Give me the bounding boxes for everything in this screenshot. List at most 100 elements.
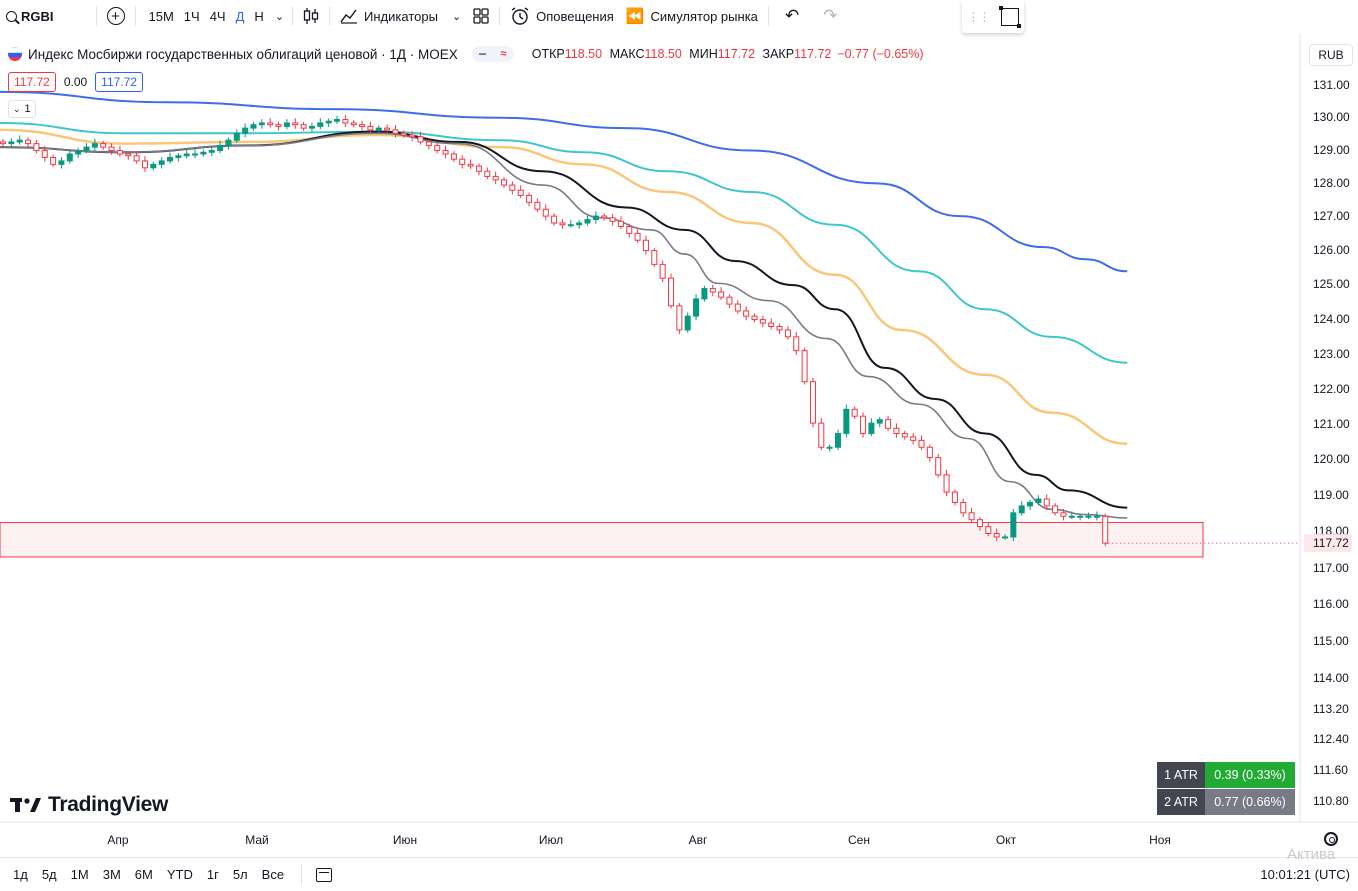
chevron-down-icon[interactable]: ⌄ <box>274 10 285 23</box>
candle-body <box>100 143 107 148</box>
candle-body <box>651 250 658 265</box>
replay-button[interactable]: ⏪ Симулятор рынка <box>620 0 764 32</box>
candle-body <box>634 232 641 241</box>
ask-button[interactable]: 117.72 <box>95 72 143 92</box>
candle-body <box>0 141 6 145</box>
y-tick-label: 114.00 <box>1313 671 1349 685</box>
candle-body <box>534 201 541 210</box>
candle-body <box>701 288 708 300</box>
candle-body <box>876 419 883 424</box>
candle-body <box>951 491 958 503</box>
indicators-button[interactable]: Индикаторы ⌄ <box>334 0 467 32</box>
undo-button[interactable]: ↶ <box>773 0 811 32</box>
divider <box>292 6 294 26</box>
range-5d[interactable]: 5д <box>41 867 57 882</box>
candle-body <box>350 122 357 126</box>
candle-body <box>58 160 65 165</box>
candle-body <box>66 153 73 162</box>
highlight-zone[interactable] <box>0 521 1204 558</box>
settings-icon[interactable] <box>1324 832 1338 846</box>
candle-body <box>434 144 441 152</box>
compare-button[interactable]: + <box>101 0 131 32</box>
search-icon <box>6 10 17 22</box>
ma-line-black <box>0 130 1128 509</box>
range-ytd[interactable]: YTD <box>166 867 193 882</box>
atr-value: 0.77 (0.66%) <box>1205 789 1295 815</box>
redo-button[interactable]: ↷ <box>811 0 849 32</box>
candle-body <box>584 219 591 224</box>
alerts-label: Оповещения <box>536 8 614 24</box>
candle-body <box>901 432 908 438</box>
y-tick-label: 121.00 <box>1313 417 1350 431</box>
candle-body <box>1018 505 1025 514</box>
interval-1h[interactable]: 1Ч <box>183 8 200 24</box>
range-6m[interactable]: 6М <box>134 867 153 882</box>
interval-day[interactable]: Д <box>235 8 245 24</box>
rewind-icon: ⏪ <box>625 8 645 25</box>
visibility-toggle[interactable]: ━ ≈ <box>471 46 514 62</box>
symbol-search-button[interactable]: RGBI <box>0 0 60 32</box>
bid-button[interactable]: 117.72 <box>8 72 56 92</box>
candle-body <box>893 427 900 434</box>
candle-body <box>459 158 466 165</box>
range-1y[interactable]: 1г <box>206 867 219 882</box>
interval-week[interactable]: Н <box>254 8 264 24</box>
candle-body <box>1068 515 1075 518</box>
atr-row: 2 ATR 0.77 (0.66%) <box>1157 789 1295 815</box>
interval-4h[interactable]: 4Ч <box>209 8 226 24</box>
chevron-down-icon[interactable]: ⌄ <box>451 10 462 23</box>
currency-selector[interactable]: RUB <box>1309 44 1353 66</box>
chevron-down-icon: ⌄ <box>13 103 21 114</box>
templates-button[interactable] <box>467 0 495 32</box>
range-3m[interactable]: 3М <box>102 867 121 882</box>
price-chart[interactable]: 131.00 130.00 129.00 128.00 127.00 126.00 125.… <box>0 34 1358 856</box>
candle-body <box>551 215 558 224</box>
symbol-label: RGBI <box>21 8 54 24</box>
candle-body <box>116 150 123 155</box>
calendar-icon[interactable] <box>316 867 333 882</box>
candle-body <box>793 336 800 352</box>
candle-body <box>926 446 933 459</box>
candle-body <box>233 132 240 141</box>
atr-table: 1 ATR 0.39 (0.33%) 2 ATR 0.77 (0.66%) <box>1157 762 1295 816</box>
y-tick-label: 126.00 <box>1313 243 1350 257</box>
tradingview-logo[interactable]: TradingView <box>10 793 168 817</box>
candle-body <box>242 127 249 134</box>
chart-legend: Индекс Мосбиржи государственных облигаци… <box>8 44 924 64</box>
candle-body <box>576 222 583 226</box>
y-tick-label: 129.00 <box>1313 143 1350 157</box>
candle-body <box>809 381 816 424</box>
fullscreen-icon[interactable] <box>998 5 1021 28</box>
alerts-button[interactable]: Оповещения <box>504 0 620 32</box>
candle-body <box>676 305 683 331</box>
candle-body <box>1085 515 1092 518</box>
ma-line-gray <box>0 132 1128 519</box>
indicator-count: 1 <box>24 103 31 115</box>
chart-type-button[interactable] <box>297 0 325 32</box>
range-1m[interactable]: 1М <box>70 867 89 882</box>
candle-body <box>659 263 666 279</box>
range-1d[interactable]: 1д <box>13 867 28 882</box>
indicators-toggle[interactable]: ⌄ 1 <box>8 100 36 118</box>
interval-15m[interactable]: 15М <box>148 8 174 24</box>
x-tick-label: Май <box>245 833 269 847</box>
drag-handle-icon[interactable]: ⋮⋮ <box>967 9 991 24</box>
clock: 10:01:21 (UTC) <box>1260 867 1350 882</box>
candle-body <box>910 436 917 441</box>
range-5y[interactable]: 5л <box>232 867 248 882</box>
candle-body <box>734 303 741 312</box>
candle-body <box>968 512 975 521</box>
candle-body <box>835 432 841 448</box>
candle-body <box>851 408 858 417</box>
y-tick-label: 113.20 <box>1313 702 1349 716</box>
candle-body <box>960 501 967 514</box>
candle-body <box>275 124 282 127</box>
undo-icon: ↶ <box>784 6 800 25</box>
atr-value: 0.39 (0.33%) <box>1205 762 1295 788</box>
candle-body <box>217 144 224 152</box>
candle-body <box>308 125 315 129</box>
y-tick-label: 120.00 <box>1313 452 1350 466</box>
change-value: −0.77 (−0.65%) <box>837 47 924 61</box>
range-all[interactable]: Все <box>261 867 285 882</box>
add-symbol-icon: + <box>106 7 125 25</box>
